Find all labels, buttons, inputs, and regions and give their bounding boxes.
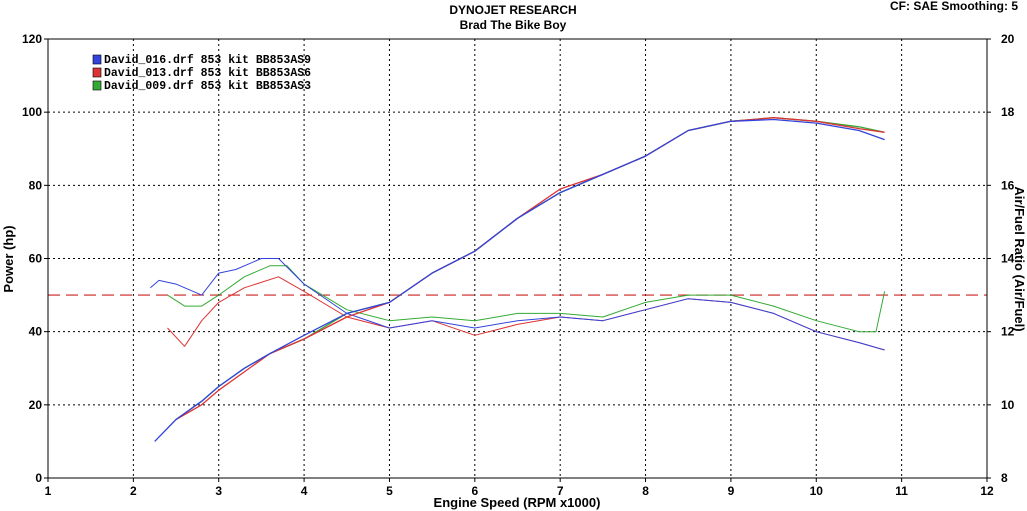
legend-swatch <box>92 67 102 78</box>
x-tick-label: 11 <box>895 484 908 498</box>
settings-label: CF: SAE Smoothing: 5 <box>890 0 1018 13</box>
series-3-power-line <box>175 117 885 421</box>
x-tick-label: 10 <box>810 484 824 498</box>
legend: David_016.drf 853 kit BB853AS9David_013.… <box>92 54 311 93</box>
y2-tick-label: 10 <box>1001 398 1015 412</box>
y2-axis-label: Air/Fuel Ratio (Air/Fuel) <box>1012 186 1027 331</box>
series-1-power-line <box>154 118 885 442</box>
y-tick-label: 80 <box>29 178 43 192</box>
x-axis-label: Engine Speed (RPM x1000) <box>434 495 601 510</box>
series-lines <box>150 117 886 442</box>
chart-title: DYNOJET RESEARCH <box>449 3 576 17</box>
y2-tick-label: 14 <box>1001 252 1015 266</box>
legend-swatch <box>92 80 102 91</box>
x-tick-label: 5 <box>386 484 393 498</box>
y2-tick-label: 16 <box>1001 178 1015 192</box>
y2-tick-label: 18 <box>1001 105 1015 119</box>
x-tick-label: 7 <box>557 484 564 498</box>
y-tick-label: 120 <box>22 32 42 46</box>
series-1-afr-line <box>150 258 885 351</box>
chart-subtitle: Brad The Bike Boy <box>460 18 567 32</box>
x-tick-label: 3 <box>215 484 222 498</box>
y-axis-label: Power (hp) <box>1 225 16 292</box>
y-tick-label: 40 <box>29 325 43 339</box>
grid <box>48 39 987 478</box>
series-2-power-line <box>175 117 885 421</box>
series-3-afr-line <box>167 265 886 333</box>
x-tick-label: 9 <box>728 484 735 498</box>
y-tick-label: 20 <box>29 398 43 412</box>
y-tick-label: 0 <box>35 471 42 485</box>
legend-label: David_009.drf 853 kit BB853AS3 <box>104 80 311 93</box>
legend-swatch <box>92 54 102 65</box>
y-tick-label: 100 <box>22 105 42 119</box>
y2-tick-label: 8 <box>1001 471 1008 485</box>
legend-label: David_016.drf 853 kit BB853AS9 <box>104 54 311 67</box>
y-tick-label: 60 <box>29 252 43 266</box>
tick-labels: 1 2 3 4 5 6 7 8 9 10 11 120204060801001208101214161… <box>22 32 1015 498</box>
legend-label: David_013.drf 853 kit BB853AS6 <box>104 67 311 80</box>
x-tick-label: 4 <box>301 484 308 498</box>
x-tick-label: 8 <box>642 484 649 498</box>
x-tick-label: 6 <box>471 484 478 498</box>
x-tick-label: 2 <box>130 484 137 498</box>
x-tick-label: 1 <box>45 484 52 498</box>
y2-tick-label: 12 <box>1001 325 1015 339</box>
y2-tick-label: 20 <box>1001 32 1015 46</box>
x-tick-label: 12 <box>980 484 994 498</box>
